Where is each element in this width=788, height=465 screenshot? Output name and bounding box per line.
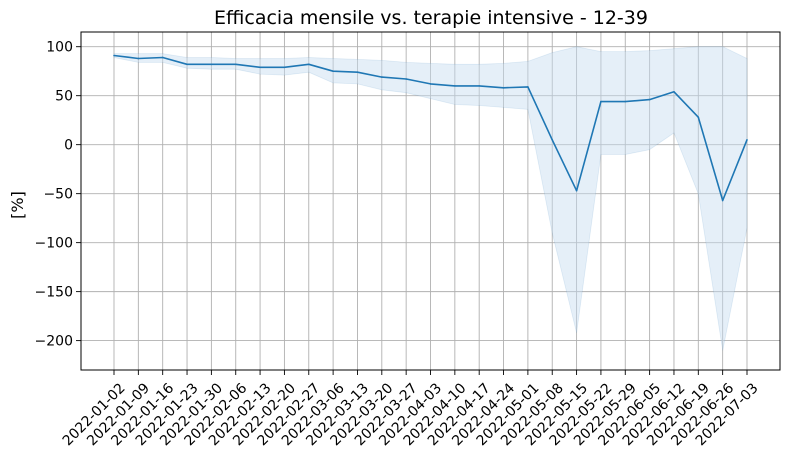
data-point — [405, 78, 407, 80]
y-tick-label: 50 — [55, 89, 73, 105]
confidence-band — [113, 46, 748, 351]
y-tick-label: 100 — [46, 40, 73, 56]
data-point — [527, 86, 529, 88]
data-point — [502, 87, 505, 89]
data-point — [673, 90, 675, 93]
data-point — [381, 76, 383, 78]
data-point — [648, 98, 651, 101]
data-point — [186, 63, 188, 66]
data-point — [307, 63, 310, 66]
data-point — [234, 63, 237, 66]
data-point — [113, 54, 115, 57]
y-tick-labels: 100 50 0 −50 −100 −150 −200 — [35, 40, 73, 350]
data-point — [356, 71, 359, 73]
data-point — [137, 57, 140, 60]
x-tick-labels: 2022-01-022022-01-092022-01-162022-01-23… — [60, 380, 762, 449]
y-tick-label: −200 — [35, 334, 73, 350]
data-point — [478, 85, 480, 87]
axes-layer — [76, 31, 781, 375]
confidence-band-layer — [113, 46, 748, 351]
data-point — [551, 138, 554, 141]
data-point — [429, 83, 432, 85]
data-point — [210, 63, 213, 66]
data-point — [454, 85, 456, 87]
y-tick-label: 0 — [64, 138, 73, 154]
data-point — [283, 66, 286, 69]
data-point — [332, 70, 334, 72]
data-point — [624, 100, 627, 103]
y-tick-label: −150 — [35, 285, 73, 301]
plot-frame — [80, 31, 781, 371]
data-point — [259, 66, 261, 69]
data-point — [746, 138, 748, 141]
data-point — [575, 189, 578, 192]
data-point — [697, 116, 700, 119]
y-axis-label: [%] — [8, 191, 27, 219]
data-point — [721, 199, 724, 202]
chart-title: Efficacia mensile vs. terapie intensive … — [214, 7, 648, 29]
y-tick-label: −100 — [35, 236, 73, 252]
y-tick-label: −50 — [43, 187, 73, 203]
series-line-layer — [113, 54, 748, 202]
data-point — [600, 100, 602, 103]
data-point — [161, 56, 164, 59]
